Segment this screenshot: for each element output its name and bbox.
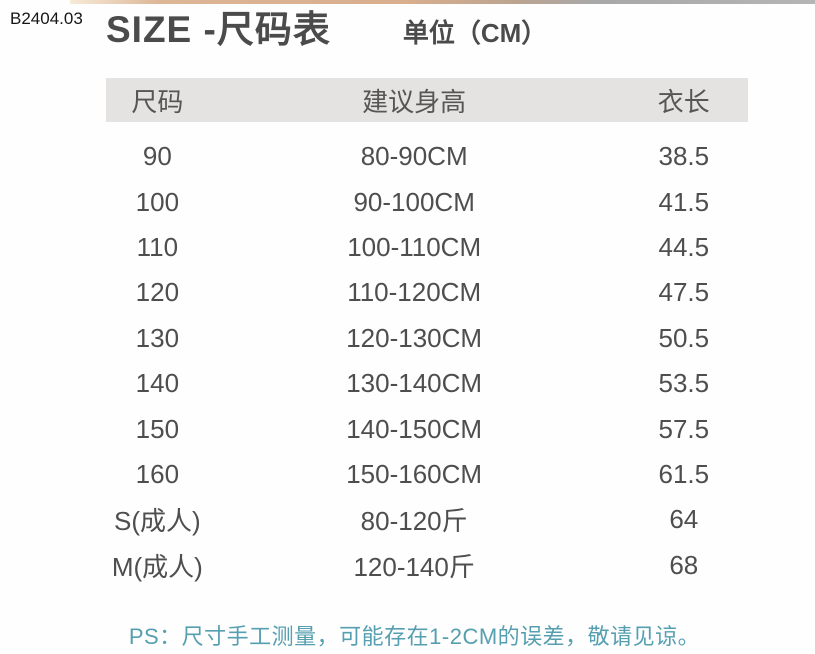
cell-garment-length: 47.5 [658,277,710,308]
measurement-note: PS：尺寸手工测量，可能存在1-2CM的误差，敬请见谅。 [128,623,701,649]
table-body: 90 80-90CM 38.5 100 90-100CM 41.5 110 10… [106,134,748,588]
cropped-image-edge [70,0,815,4]
unit-label: 单位（CM） [402,18,548,48]
table-row: 100 90-100CM 41.5 [106,179,748,224]
cell-garment-length: 64 [669,504,699,535]
cell-garment-length: 57.5 [658,413,710,444]
title-row: SIZE -尺码表 单位（CM） [0,0,815,52]
table-row: 90 80-90CM 38.5 [106,134,748,179]
page-title: SIZE -尺码表 [106,9,331,50]
table-row: 130 120-130CM 50.5 [106,316,748,361]
cell-size: 100 [135,186,180,217]
cell-garment-length: 41.5 [658,186,710,217]
column-header-garment-length: 衣长 [657,86,710,117]
cell-height: 80-120斤 [360,506,468,537]
cell-height: 100-110CM [347,231,482,262]
table-row: 120 110-120CM 47.5 [106,270,748,315]
table-row: 110 100-110CM 44.5 [106,225,748,270]
cell-size: M(成人) [111,551,203,582]
cell-size: S(成人) [114,506,201,537]
table-row: S(成人) 80-120斤 64 [106,497,748,542]
cell-height: 110-120CM [347,277,482,308]
cell-size: 120 [135,277,180,308]
table-row: M(成人) 120-140斤 68 [106,543,748,588]
cell-height: 120-130CM [346,322,483,353]
table-header-row: 尺码 建议身高 衣长 [106,78,748,122]
table-row: 160 150-160CM 61.5 [106,452,748,497]
cell-height: 150-160CM [346,458,483,489]
cell-height: 120-140斤 [353,551,475,582]
cell-height: 80-90CM [360,141,468,172]
cell-garment-length: 44.5 [658,231,710,262]
cell-size: 130 [135,322,180,353]
cell-size: 90 [142,141,172,172]
table-row: 150 140-150CM 57.5 [106,406,748,451]
column-header-size: 尺码 [131,86,184,117]
cell-garment-length: 68 [669,549,699,580]
column-header-height: 建议身高 [362,86,467,117]
cell-garment-length: 38.5 [658,141,710,172]
cell-size: 160 [135,458,180,489]
cell-garment-length: 61.5 [658,458,710,489]
cell-garment-length: 50.5 [658,322,710,353]
product-code-label: B2404.03 [10,9,83,28]
cell-height: 130-140CM [346,368,483,399]
cell-size: 140 [135,368,180,399]
cell-garment-length: 53.5 [658,368,710,399]
size-table: 尺码 建议身高 衣长 90 80-90CM 38.5 100 90-100CM … [106,78,748,588]
cell-size: 110 [136,231,179,262]
table-row: 140 130-140CM 53.5 [106,361,748,406]
cell-height: 90-100CM [353,186,475,217]
cell-height: 140-150CM [346,413,483,444]
cell-size: 150 [135,413,180,444]
